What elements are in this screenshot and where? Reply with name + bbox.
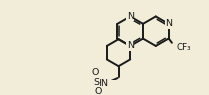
Text: N: N <box>127 41 134 50</box>
Text: N: N <box>165 19 172 28</box>
Text: N: N <box>127 12 134 21</box>
Text: CF₃: CF₃ <box>177 43 192 52</box>
Text: S: S <box>94 78 100 87</box>
Text: O: O <box>91 68 99 77</box>
Text: O: O <box>95 87 102 95</box>
Text: HN: HN <box>94 79 108 88</box>
